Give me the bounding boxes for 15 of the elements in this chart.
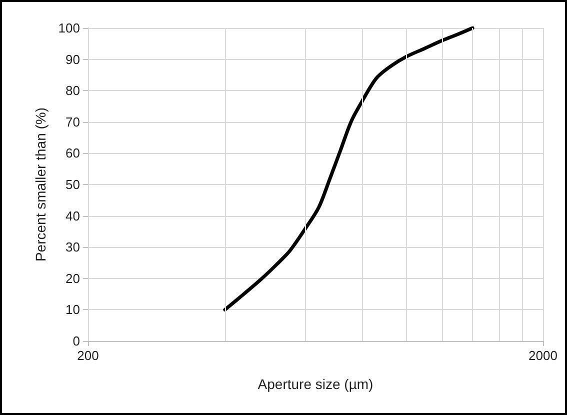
y-tick-label: 90: [66, 52, 80, 67]
y-tick-label: 50: [66, 177, 80, 192]
y-tick-label: 10: [66, 302, 80, 318]
y-tick-label: 40: [66, 208, 80, 224]
y-tick-label: 70: [66, 114, 80, 130]
y-tick-label: 30: [66, 240, 80, 255]
x-tick-label: 2000: [528, 348, 558, 363]
y-tick-label: 0: [72, 334, 80, 348]
y-tick-label: 20: [66, 270, 80, 286]
y-tick-label: 100: [58, 20, 80, 36]
y-axis-title: Percent smaller than (%): [32, 107, 48, 262]
x-tick-label: 200: [77, 348, 99, 363]
y-tick-label: 60: [66, 146, 80, 161]
y-tick-label: 80: [66, 83, 80, 98]
x-axis-title: Aperture size (µm): [258, 376, 374, 392]
